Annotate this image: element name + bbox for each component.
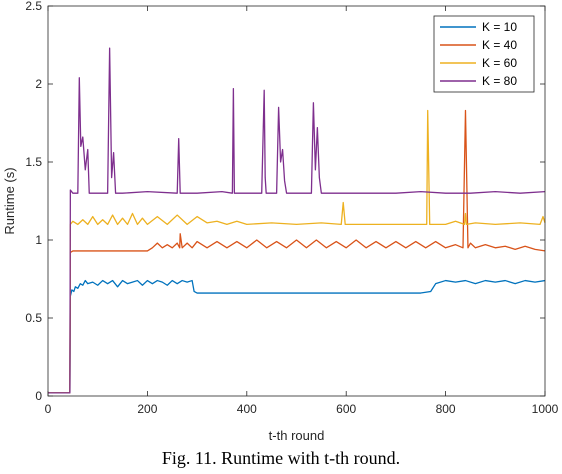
legend-box — [433, 15, 535, 93]
y-axis-label: Runtime (s) — [2, 167, 17, 234]
x-tick-label: 200 — [137, 402, 157, 416]
x-tick-label: 0 — [45, 402, 52, 416]
legend-label-1: K = 10 — [482, 20, 517, 34]
x-tick-label: 600 — [336, 402, 356, 416]
figure-caption: Fig. 11. Runtime with t-th round. — [161, 448, 401, 468]
plot-frame — [47, 5, 546, 397]
x-axis-label: t-th round — [269, 428, 325, 443]
ticks-layer: 0 200 400 600 800 1000 0 0.5 1 1.5 2 2.5 — [25, 0, 558, 416]
legend-label-4: K = 80 — [482, 74, 517, 88]
series-line-4 — [48, 47, 546, 394]
x-tick-label: 800 — [436, 402, 456, 416]
series-line-2 — [48, 109, 546, 394]
y-tick-label: 0 — [35, 389, 42, 403]
legend: K = 10 K = 40 K = 60 K = 80 — [433, 15, 535, 93]
series-line-3 — [48, 109, 546, 394]
y-tick-label: 2.5 — [25, 0, 42, 13]
y-tick-label: 1.5 — [25, 155, 42, 169]
x-tick-label: 400 — [237, 402, 257, 416]
y-tick-label: 0.5 — [25, 311, 42, 325]
legend-label-2: K = 40 — [482, 38, 517, 52]
legend-label-3: K = 60 — [482, 56, 517, 70]
y-tick-label: 2 — [35, 77, 42, 91]
y-tick-label: 1 — [35, 233, 42, 247]
series-layer — [48, 47, 546, 394]
series-line-1 — [48, 279, 546, 394]
x-tick-label: 1000 — [532, 402, 559, 416]
